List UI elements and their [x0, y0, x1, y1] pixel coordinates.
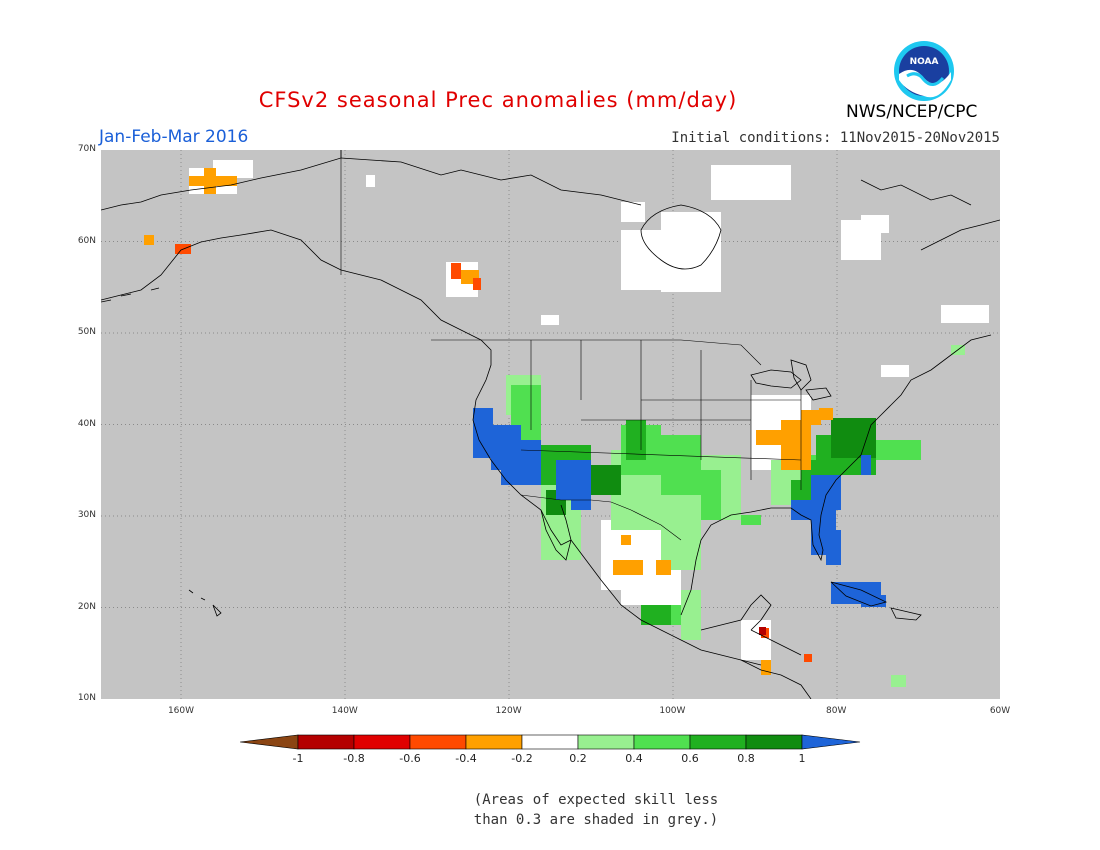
initial-conditions: Initial conditions: 11Nov2015-20Nov2015 [671, 130, 1000, 146]
lon-label: 80W [826, 706, 847, 716]
colorbar-bin [353, 734, 411, 750]
skill-note-line2: than 0.3 are shaded in grey.) [473, 812, 719, 828]
colorbar-bin [465, 734, 523, 750]
colorbar-label: -0.6 [399, 752, 421, 765]
lat-label: 50N [77, 327, 96, 337]
colorbar-bin [409, 734, 467, 750]
colorbar-label: -1 [292, 752, 304, 765]
colorbar-label: 0.2 [569, 752, 587, 765]
colorbar-label: -0.4 [455, 752, 477, 765]
anomaly-map [101, 150, 1000, 699]
anomaly-shading [144, 160, 989, 687]
political-borders [340, 150, 802, 541]
skill-note-line1: (Areas of expected skill less [473, 792, 719, 808]
colorbar-label: -0.8 [343, 752, 365, 765]
colorbar-label: 0.8 [737, 752, 755, 765]
lon-label: 140W [331, 706, 358, 716]
noaa-logo-text: NOAA [910, 57, 939, 67]
colorbar-bin [577, 734, 635, 750]
colorbar-bin [297, 734, 355, 750]
map-title: CFSv2 seasonal Prec anomalies (mm/day) [258, 88, 738, 112]
coastlines [101, 150, 1000, 699]
colorbar-bin [689, 734, 747, 750]
colorbar-arrow-high [801, 734, 861, 750]
lon-label: 160W [167, 706, 195, 716]
lat-label: 20N [77, 601, 96, 612]
lat-label: 10N [77, 693, 96, 703]
colorbar-label: 1 [798, 752, 806, 765]
colorbar-label: 0.6 [681, 752, 699, 765]
colorbar-bin [745, 734, 803, 750]
lat-label: 40N [77, 418, 96, 429]
lat-label: 60N [77, 235, 96, 246]
lon-label: 60W [989, 706, 1011, 716]
colorbar-bin [521, 734, 579, 750]
lon-label: 120W [495, 706, 522, 716]
colorbar-arrow-low [240, 734, 299, 750]
lat-label: 70N [77, 144, 96, 154]
colorbar-label: -0.2 [511, 752, 533, 765]
colorbar-bin [633, 734, 691, 750]
forecast-period: Jan-Feb-Mar 2016 [99, 127, 249, 147]
colorbar-label: 0.4 [625, 752, 643, 765]
colorbar [240, 734, 861, 750]
noaa-logo-icon: NOAA [894, 41, 954, 101]
lat-label: 30N [77, 510, 96, 520]
organization-label: NWS/NCEP/CPC [846, 102, 978, 122]
lon-label: 100W [659, 706, 686, 716]
